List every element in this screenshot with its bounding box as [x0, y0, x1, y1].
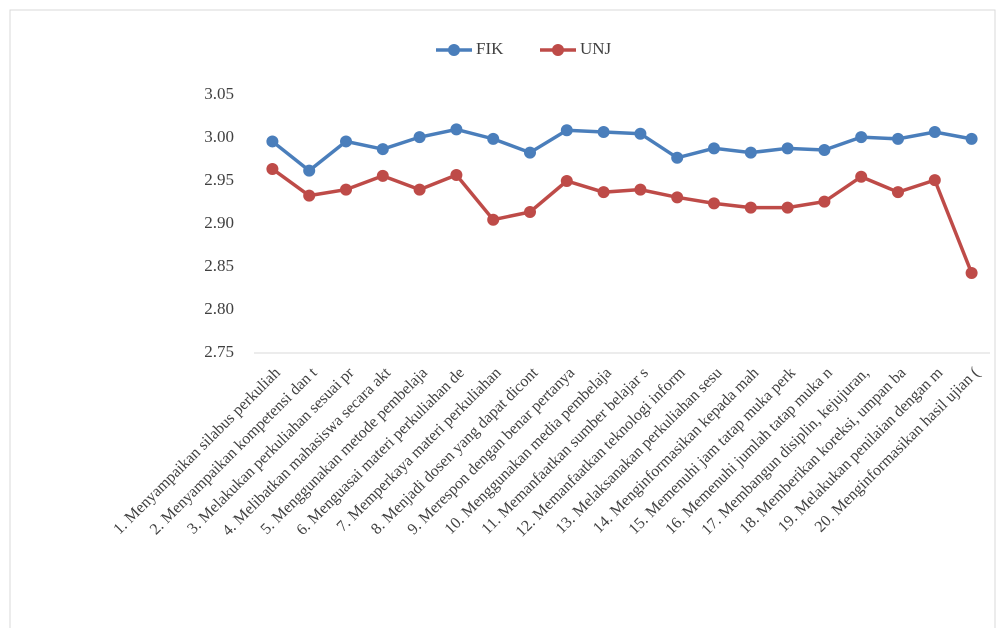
marker	[818, 144, 831, 157]
y-tick-label: 2.80	[204, 299, 234, 318]
marker	[376, 169, 389, 182]
series-line	[271, 127, 972, 173]
marker	[781, 142, 794, 155]
marker	[266, 162, 279, 175]
marker	[781, 201, 794, 214]
marker	[340, 183, 352, 196]
marker	[597, 186, 610, 199]
marker	[413, 183, 426, 196]
marker	[671, 191, 684, 204]
marker	[487, 132, 500, 145]
marker	[818, 195, 831, 208]
y-tick-label: 3.00	[204, 127, 234, 146]
marker	[928, 174, 941, 187]
chart-border	[9, 9, 996, 628]
marker	[524, 146, 536, 159]
marker	[928, 125, 941, 138]
marker	[892, 186, 904, 199]
marker	[524, 205, 536, 218]
marker	[708, 142, 720, 155]
marker	[450, 168, 463, 181]
marker	[634, 183, 647, 196]
marker	[303, 164, 316, 177]
marker	[376, 143, 389, 156]
y-tick-label: 2.85	[204, 256, 234, 275]
marker	[855, 131, 868, 144]
marker	[744, 201, 757, 214]
legend-marker	[448, 44, 460, 56]
marker	[303, 189, 316, 202]
marker	[634, 127, 647, 140]
marker	[413, 131, 426, 144]
marker	[560, 124, 573, 137]
y-tick-label: 2.75	[204, 342, 234, 361]
marker	[340, 135, 352, 148]
marker	[266, 135, 279, 148]
marker	[855, 170, 868, 183]
legend-label: UNJ	[580, 39, 612, 58]
y-tick-label: 2.95	[204, 170, 234, 189]
marker	[597, 125, 610, 138]
legend-marker	[552, 44, 564, 56]
marker	[744, 146, 757, 159]
y-tick-label: 2.90	[204, 213, 234, 232]
marker	[450, 123, 463, 136]
y-tick-label: 3.05	[204, 84, 234, 103]
marker	[671, 151, 684, 164]
legend-label: FIK	[476, 39, 504, 58]
marker	[965, 132, 978, 145]
marker	[892, 132, 904, 145]
marker	[965, 267, 978, 280]
series-line	[271, 167, 974, 274]
marker	[487, 213, 500, 226]
marker	[560, 175, 573, 187]
marker	[708, 197, 720, 210]
